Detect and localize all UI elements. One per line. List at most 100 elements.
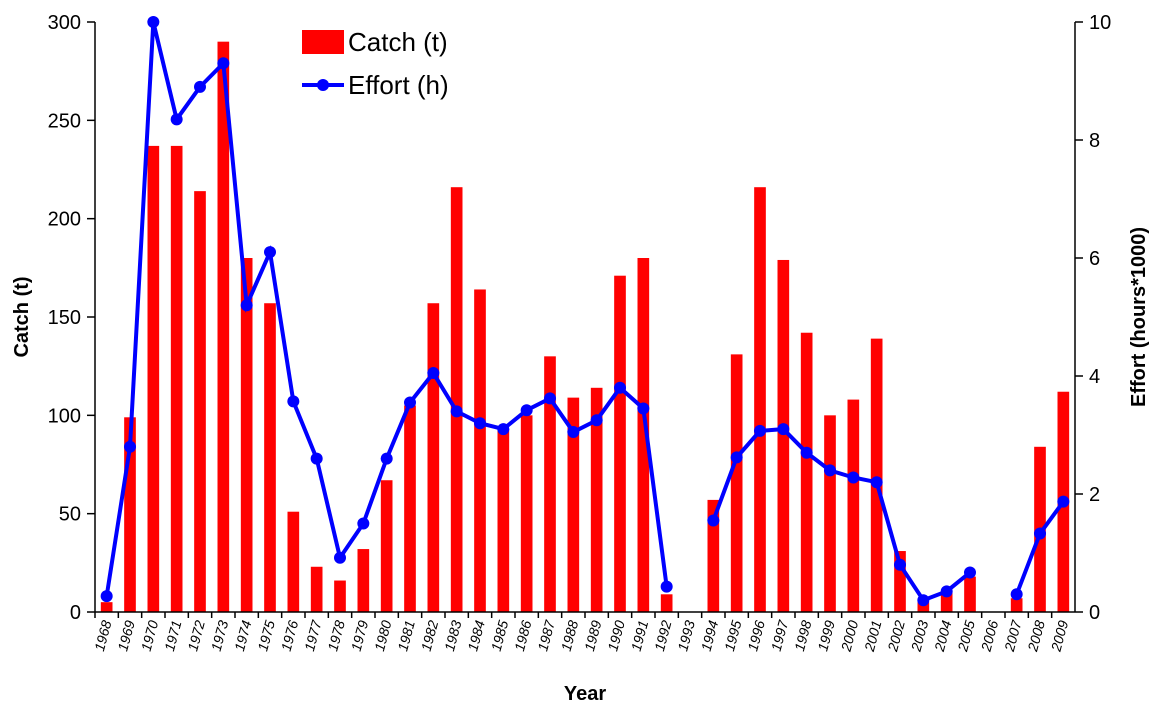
- y-tick-label: 200: [48, 209, 81, 231]
- bar: [217, 41, 230, 612]
- point: [614, 381, 626, 394]
- bar: [824, 415, 836, 612]
- bar: [964, 576, 976, 612]
- x-tick-label: 1985: [488, 618, 512, 652]
- x-tick-label: 2005: [954, 618, 978, 653]
- x-tick-label: 1999: [814, 618, 838, 652]
- legend-swatch: [302, 30, 344, 54]
- point: [194, 80, 206, 93]
- point: [170, 113, 183, 126]
- bar: [124, 417, 136, 612]
- point: [707, 514, 720, 527]
- bar: [917, 602, 930, 612]
- y-tick-label: 250: [48, 110, 81, 132]
- bar: [380, 480, 393, 612]
- x-tick-label: 1973: [208, 618, 232, 652]
- point: [870, 476, 883, 489]
- point: [894, 558, 906, 571]
- x-tick-label: 2009: [1047, 618, 1071, 653]
- x-tick-label: 1969: [114, 618, 138, 652]
- point: [940, 585, 953, 598]
- point: [824, 464, 836, 477]
- bar: [754, 187, 766, 612]
- x-tick-label: 1977: [301, 617, 325, 652]
- bar: [894, 551, 906, 612]
- x-tick-label: 1981: [394, 619, 418, 653]
- y-tick-label: 150: [48, 307, 81, 329]
- x-tick-label: 2006: [977, 618, 1001, 653]
- x-tick-label: 1980: [371, 618, 395, 652]
- point: [520, 404, 533, 417]
- x-tick-label: 1971: [161, 619, 185, 653]
- x-tick-label: 2007: [1001, 617, 1025, 653]
- point: [217, 57, 230, 70]
- bar: [240, 258, 253, 612]
- point: [754, 424, 766, 437]
- y2-tick-label: 6: [1089, 248, 1100, 270]
- bar: [287, 511, 300, 612]
- bar: [614, 275, 626, 612]
- point: [1034, 527, 1046, 540]
- y-tick-label: 300: [48, 12, 81, 34]
- bar: [497, 429, 510, 612]
- point: [1010, 588, 1023, 601]
- x-tick-label: 1997: [768, 617, 792, 652]
- point: [124, 440, 136, 453]
- bar: [404, 405, 416, 612]
- x-tick-label: 1988: [558, 618, 582, 652]
- point: [240, 299, 253, 312]
- x-tick-label: 1968: [91, 618, 115, 652]
- y2-tick-label: 2: [1089, 484, 1100, 506]
- x-tick-label: 1998: [791, 618, 815, 652]
- x-tick-label: 1976: [278, 618, 302, 652]
- point: [264, 246, 276, 259]
- x-tick-label: 1982: [418, 618, 442, 652]
- bar: [194, 191, 206, 612]
- bar: [1010, 598, 1023, 612]
- x-tick-label: 1987: [534, 617, 558, 652]
- bar: [264, 303, 276, 612]
- y-axis-title: Catch (t): [11, 276, 33, 357]
- bar: [707, 499, 720, 612]
- bar: [520, 415, 533, 612]
- bar: [147, 145, 160, 612]
- point: [590, 414, 603, 427]
- bar: [777, 259, 790, 612]
- x-tick-label: 1996: [744, 618, 768, 652]
- point: [100, 590, 113, 603]
- y-tick-label: 0: [70, 602, 81, 624]
- point: [567, 426, 580, 439]
- bar: [730, 354, 743, 612]
- x-tick-label: 1975: [254, 618, 278, 652]
- point: [474, 417, 486, 430]
- y2-tick-label: 4: [1089, 366, 1100, 388]
- point: [450, 405, 463, 418]
- point: [800, 446, 813, 459]
- point: [497, 423, 510, 436]
- bar: [334, 580, 346, 612]
- x-tick-label: 2001: [861, 619, 885, 654]
- x-tick-label: 1990: [604, 618, 628, 652]
- x-tick-label: 1995: [721, 618, 745, 652]
- bar: [544, 356, 556, 612]
- bar: [660, 594, 673, 612]
- bar: [940, 592, 953, 612]
- point: [777, 423, 790, 436]
- legend-label: Catch (t): [348, 27, 448, 57]
- x-tick-label: 1984: [464, 618, 488, 652]
- point: [637, 402, 650, 415]
- x-tick-label: 1974: [231, 618, 255, 652]
- point: [544, 392, 556, 405]
- x-tick-label: 1989: [581, 618, 605, 652]
- point: [427, 367, 440, 380]
- bar: [310, 566, 323, 612]
- bar: [100, 602, 113, 612]
- point: [917, 594, 930, 607]
- legend-swatch: [317, 79, 329, 91]
- point: [404, 396, 416, 409]
- point: [730, 451, 743, 464]
- bar: [450, 187, 463, 612]
- point: [964, 566, 976, 579]
- x-tick-label: 1983: [441, 618, 465, 652]
